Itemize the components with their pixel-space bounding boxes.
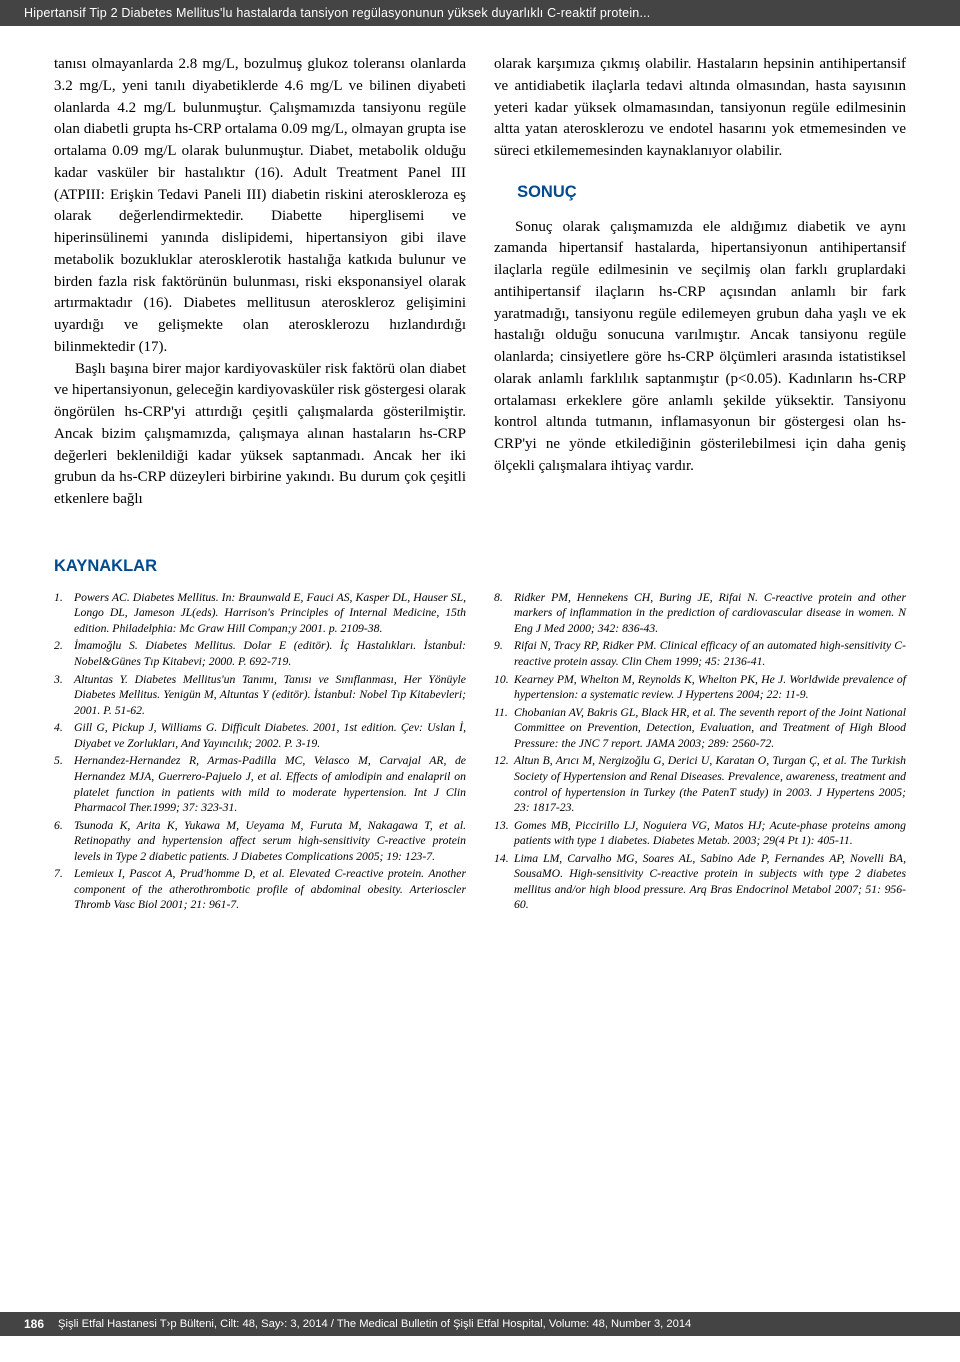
reference-number: 2.: [54, 638, 74, 669]
reference-item: 14.Lima LM, Carvalho MG, Soares AL, Sabi…: [494, 851, 906, 913]
reference-text: İmamoğlu S. Diabetes Mellitus. Dolar E (…: [74, 638, 466, 669]
right-column: olarak karşımıza çıkmış olabilir. Hastal…: [494, 54, 906, 511]
running-title: Hipertansif Tip 2 Diabetes Mellitus'lu h…: [24, 6, 650, 20]
reference-number: 4.: [54, 720, 74, 751]
reference-text: Gomes MB, Piccirillo LJ, Noguiera VG, Ma…: [514, 818, 906, 849]
reference-number: 9.: [494, 638, 514, 669]
left-paragraph-2: Başlı başına birer major kardiyovasküler…: [54, 359, 466, 511]
references-right-column: 8.Ridker PM, Hennekens CH, Buring JE, Ri…: [494, 590, 906, 915]
reference-text: Powers AC. Diabetes Mellitus. In: Braunw…: [74, 590, 466, 637]
left-column: tanısı olmayanlarda 2.8 mg/L, bozulmuş g…: [54, 54, 466, 511]
reference-number: 7.: [54, 866, 74, 913]
reference-item: 12.Altun B, Arıcı M, Nergizoğlu G, Deric…: [494, 753, 906, 815]
reference-item: 1.Powers AC. Diabetes Mellitus. In: Brau…: [54, 590, 466, 637]
footer-citation: Şişli Etfal Hastanesi T›p Bülteni, Cilt:…: [58, 1318, 691, 1330]
reference-text: Lemieux I, Pascot A, Prud'homme D, et al…: [74, 866, 466, 913]
reference-item: 10.Kearney PM, Whelton M, Reynolds K, Wh…: [494, 672, 906, 703]
reference-item: 6.Tsunoda K, Arita K, Yukawa M, Ueyama M…: [54, 818, 466, 865]
running-header: Hipertansif Tip 2 Diabetes Mellitus'lu h…: [0, 0, 960, 26]
reference-item: 7.Lemieux I, Pascot A, Prud'homme D, et …: [54, 866, 466, 913]
page-number: 186: [24, 1317, 44, 1331]
footer: 186 Şişli Etfal Hastanesi T›p Bülteni, C…: [0, 1312, 960, 1336]
reference-item: 5.Hernandez-Hernandez R, Armas-Padilla M…: [54, 753, 466, 815]
sonuc-heading: SONUÇ: [494, 181, 906, 205]
reference-text: Lima LM, Carvalho MG, Soares AL, Sabino …: [514, 851, 906, 913]
reference-text: Kearney PM, Whelton M, Reynolds K, Whelt…: [514, 672, 906, 703]
reference-item: 4.Gill G, Pickup J, Williams G. Difficul…: [54, 720, 466, 751]
right-paragraph-1: olarak karşımıza çıkmış olabilir. Hastal…: [494, 54, 906, 163]
reference-text: Altun B, Arıcı M, Nergizoğlu G, Derici U…: [514, 753, 906, 815]
reference-number: 3.: [54, 672, 74, 719]
reference-item: 3.Altuntas Y. Diabetes Mellitus'un Tanım…: [54, 672, 466, 719]
reference-item: 11.Chobanian AV, Bakris GL, Black HR, et…: [494, 705, 906, 752]
references-left-column: 1.Powers AC. Diabetes Mellitus. In: Brau…: [54, 590, 466, 915]
reference-text: Chobanian AV, Bakris GL, Black HR, et al…: [514, 705, 906, 752]
reference-item: 13.Gomes MB, Piccirillo LJ, Noguiera VG,…: [494, 818, 906, 849]
reference-text: Hernandez-Hernandez R, Armas-Padilla MC,…: [74, 753, 466, 815]
reference-number: 6.: [54, 818, 74, 865]
left-paragraph-1: tanısı olmayanlarda 2.8 mg/L, bozulmuş g…: [54, 54, 466, 359]
right-paragraph-2: Sonuç olarak çalışmamızda ele aldığımız …: [494, 217, 906, 478]
reference-number: 13.: [494, 818, 514, 849]
reference-number: 14.: [494, 851, 514, 913]
reference-item: 8.Ridker PM, Hennekens CH, Buring JE, Ri…: [494, 590, 906, 637]
reference-text: Gill G, Pickup J, Williams G. Difficult …: [74, 720, 466, 751]
reference-item: 9.Rifai N, Tracy RP, Ridker PM. Clinical…: [494, 638, 906, 669]
reference-number: 10.: [494, 672, 514, 703]
body-content: tanısı olmayanlarda 2.8 mg/L, bozulmuş g…: [0, 26, 960, 511]
reference-number: 8.: [494, 590, 514, 637]
reference-text: Altuntas Y. Diabetes Mellitus'un Tanımı,…: [74, 672, 466, 719]
references-heading: KAYNAKLAR: [54, 557, 960, 576]
reference-text: Ridker PM, Hennekens CH, Buring JE, Rifa…: [514, 590, 906, 637]
references-block: 1.Powers AC. Diabetes Mellitus. In: Brau…: [0, 590, 960, 915]
reference-number: 11.: [494, 705, 514, 752]
reference-item: 2.İmamoğlu S. Diabetes Mellitus. Dolar E…: [54, 638, 466, 669]
reference-text: Rifai N, Tracy RP, Ridker PM. Clinical e…: [514, 638, 906, 669]
reference-number: 5.: [54, 753, 74, 815]
reference-number: 1.: [54, 590, 74, 637]
reference-text: Tsunoda K, Arita K, Yukawa M, Ueyama M, …: [74, 818, 466, 865]
reference-number: 12.: [494, 753, 514, 815]
